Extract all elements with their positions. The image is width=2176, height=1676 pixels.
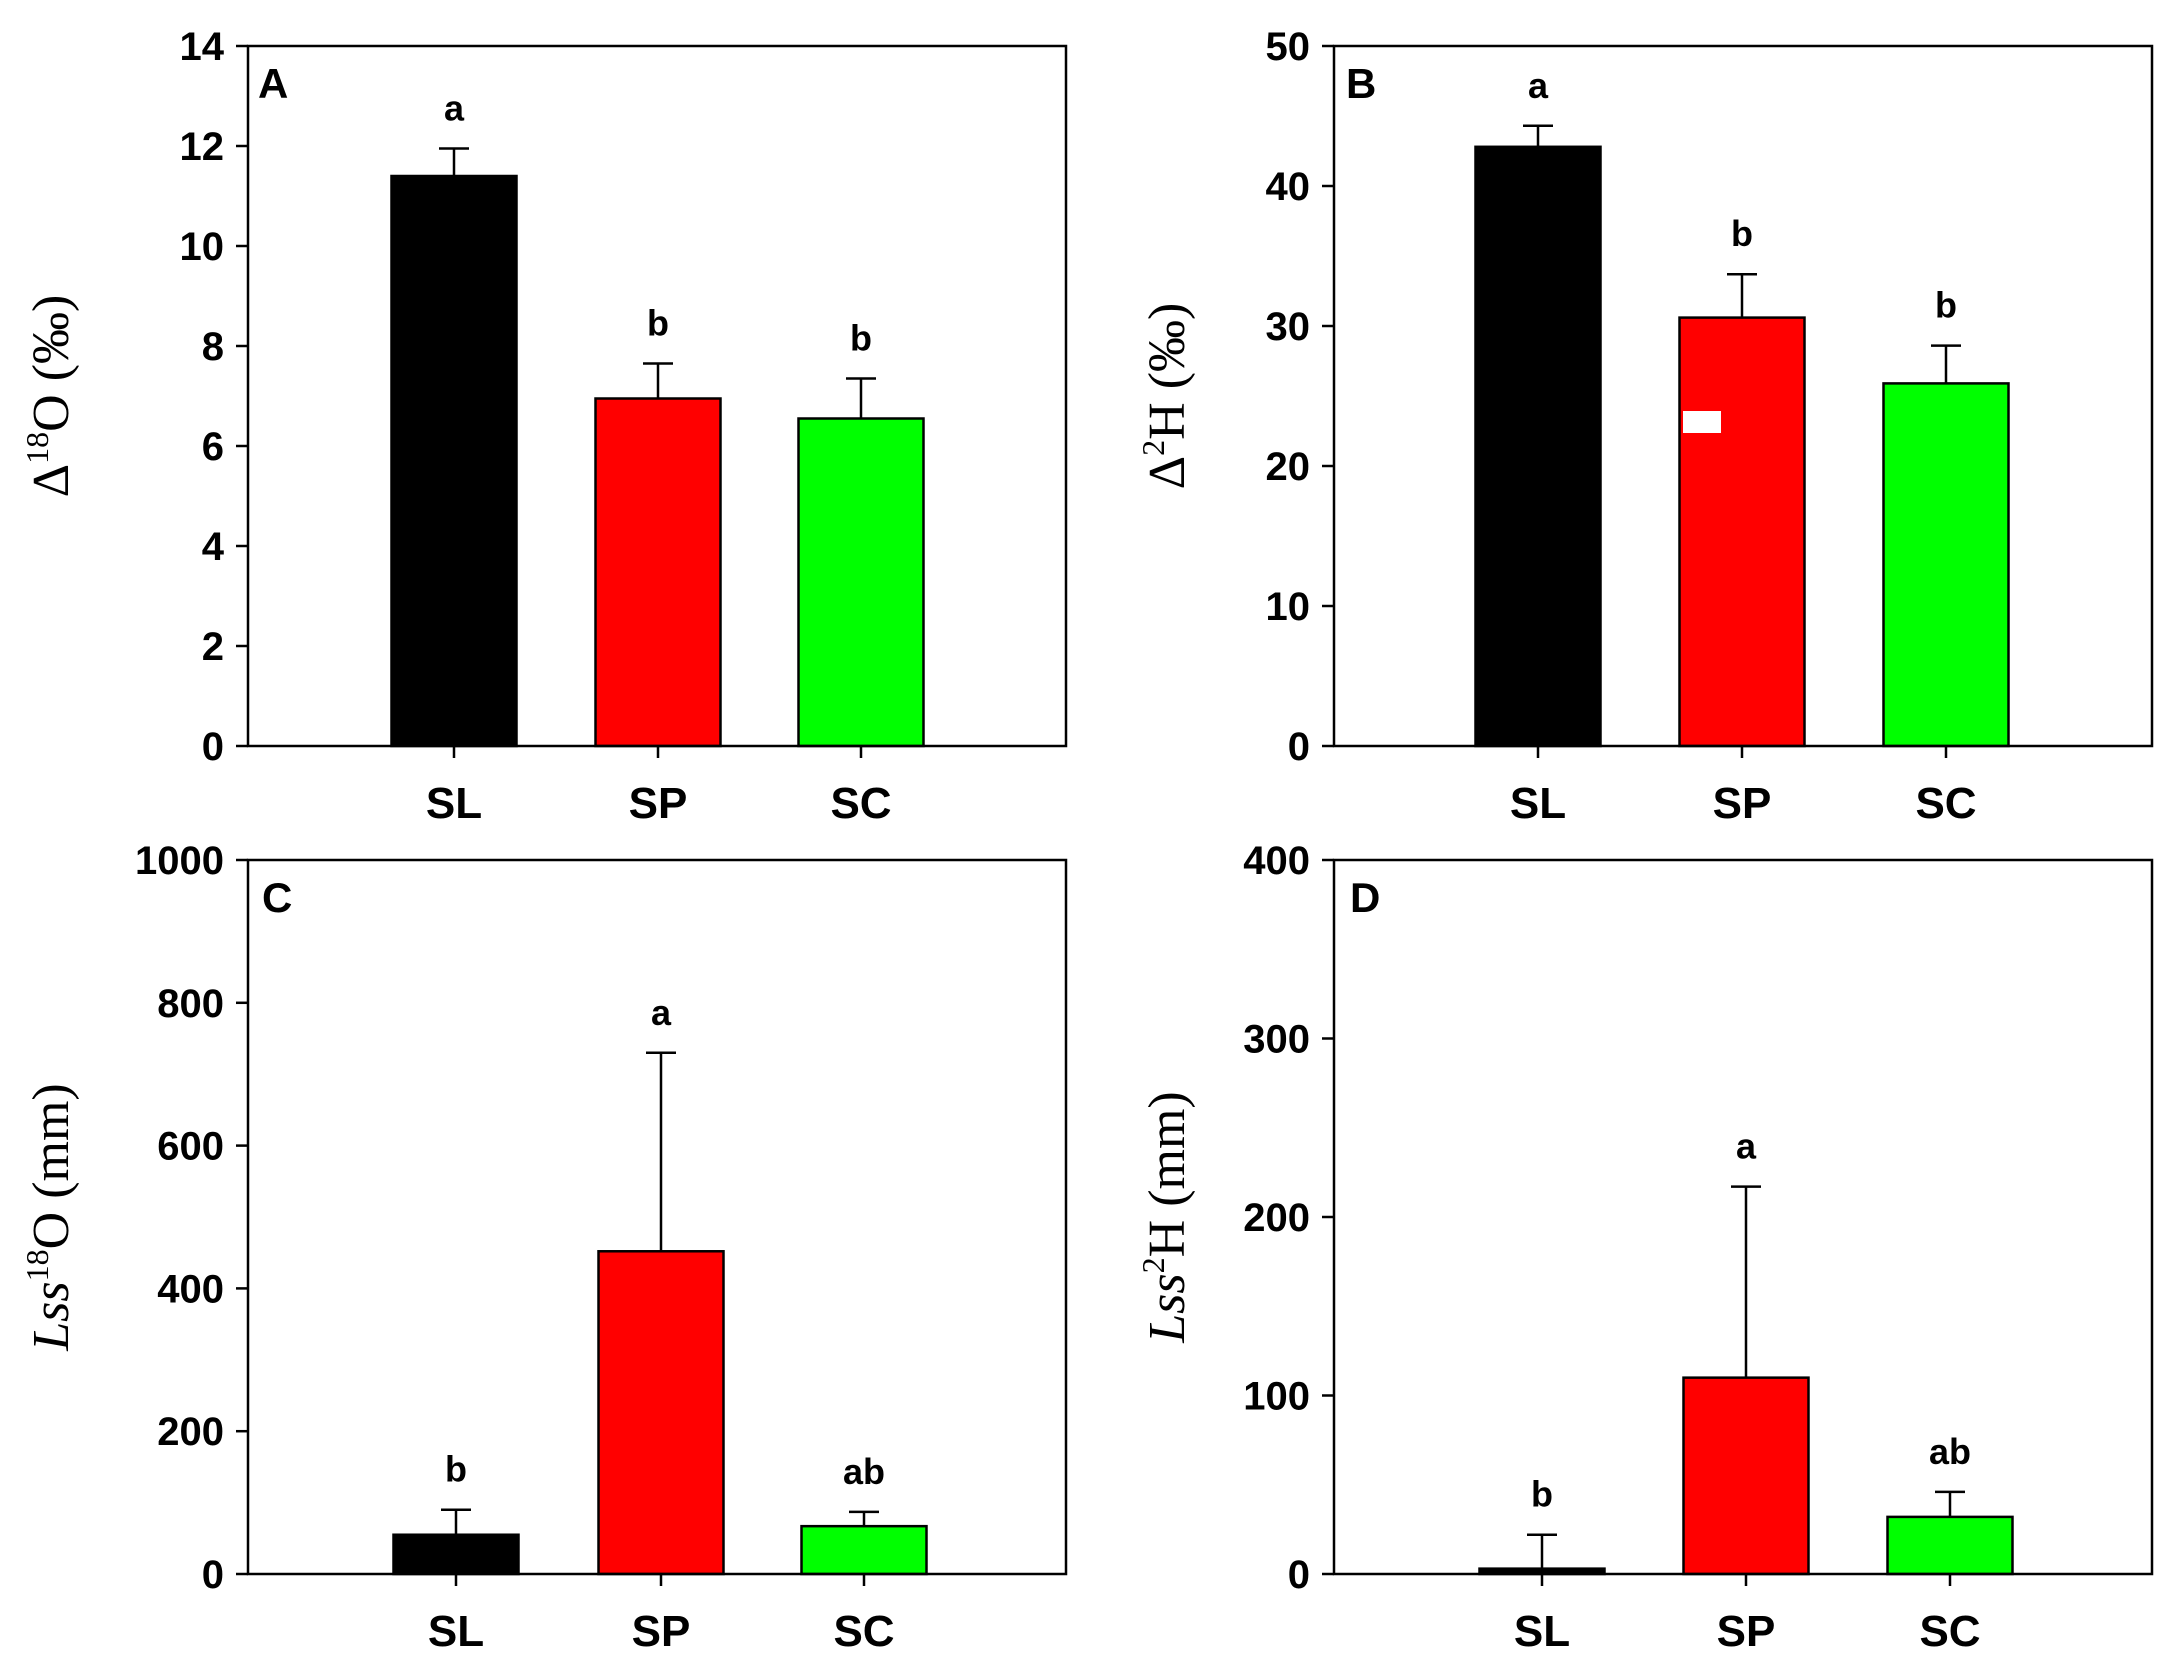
y-axis-label: Δ18O (‰) xyxy=(19,295,80,498)
y-tick-label: 0 xyxy=(202,1553,224,1597)
y-axis-label-superscript: 18 xyxy=(19,432,55,464)
bar-sp xyxy=(594,397,722,748)
x-tick-label-sl: SL xyxy=(426,779,482,828)
bar-sc xyxy=(1882,382,2010,748)
y-tick-label: 300 xyxy=(1243,1018,1310,1062)
x-tick-label-sc: SC xyxy=(1915,779,1976,828)
significance-label-sl: a xyxy=(1528,65,1549,106)
significance-label-sp: a xyxy=(651,992,672,1033)
y-tick-label: 50 xyxy=(1266,25,1311,69)
significance-label-sp: a xyxy=(1736,1126,1757,1167)
significance-label-sc: b xyxy=(850,318,872,359)
panel-letter: B xyxy=(1346,60,1376,107)
significance-label-sl: b xyxy=(445,1449,467,1490)
y-axis-label-prefix: Δ xyxy=(23,464,80,497)
y-tick-label: 200 xyxy=(157,1410,224,1454)
bar-sl xyxy=(1474,145,1602,748)
y-tick-label: 0 xyxy=(1288,1553,1310,1597)
significance-label-sp: b xyxy=(1731,213,1753,254)
bar-sc xyxy=(800,1524,928,1576)
y-axis-label-superscript: 2 xyxy=(1135,440,1171,456)
bar-sp xyxy=(1678,316,1806,748)
panel-d: b SL a SP ab SC 0 100 200 300 400 D Lss2H (mm) xyxy=(1135,839,2154,1656)
y-axis-label-prefix: Lss xyxy=(23,1281,80,1351)
panel-letter: D xyxy=(1350,874,1380,921)
y-axis-label-prefix: Δ xyxy=(1139,456,1196,489)
bar-sl xyxy=(392,1533,520,1576)
panel-letter: C xyxy=(262,874,292,921)
y-axis-label: Lss2H (mm) xyxy=(1135,1091,1196,1344)
y-tick-label: 20 xyxy=(1266,445,1311,489)
significance-label-sc: ab xyxy=(843,1451,885,1492)
y-tick-label: 6 xyxy=(202,425,224,469)
y-axis-label-superscript: 18 xyxy=(19,1249,55,1281)
bar-sp xyxy=(1682,1376,1810,1576)
x-tick-label-sp: SP xyxy=(1717,1607,1776,1656)
significance-label-sp: b xyxy=(647,303,669,344)
panel-c: b SL a SP ab SC 0 200 400 600 800 1000 C Lss18O (mm) xyxy=(19,839,1068,1656)
x-tick-label-sc: SC xyxy=(833,1607,894,1656)
y-tick-label: 10 xyxy=(1266,585,1311,629)
y-axis-label-main: O (mm) xyxy=(23,1083,80,1249)
significance-label-sc: b xyxy=(1935,285,1957,326)
y-axis-label-superscript: 2 xyxy=(1135,1257,1171,1273)
y-tick-label: 12 xyxy=(180,125,225,169)
x-tick-label-sp: SP xyxy=(1713,779,1772,828)
y-tick-label: 0 xyxy=(1288,725,1310,769)
y-tick-label: 400 xyxy=(157,1267,224,1311)
plot-frame xyxy=(246,44,1068,748)
y-tick-label: 8 xyxy=(202,325,224,369)
y-tick-label: 800 xyxy=(157,982,224,1026)
x-tick-label-sl: SL xyxy=(1510,779,1566,828)
artifact-notch xyxy=(1683,411,1721,433)
bar-sc xyxy=(797,417,925,748)
y-tick-label: 0 xyxy=(202,725,224,769)
y-axis-label-prefix: Lss xyxy=(1139,1273,1196,1343)
y-tick-label: 2 xyxy=(202,625,224,669)
bar-sl xyxy=(390,174,518,748)
x-tick-label-sc: SC xyxy=(830,779,891,828)
y-tick-label: 30 xyxy=(1266,305,1311,349)
plot-frame xyxy=(1332,44,2154,748)
bar-sp xyxy=(597,1250,725,1576)
y-tick-label: 14 xyxy=(180,25,225,69)
y-tick-label: 200 xyxy=(1243,1196,1310,1240)
y-axis-label: Lss18O (mm) xyxy=(19,1083,80,1352)
y-tick-label: 400 xyxy=(1243,839,1310,883)
significance-label-sl: a xyxy=(444,88,465,129)
x-tick-label-sl: SL xyxy=(428,1607,484,1656)
y-axis-label-main: O (‰) xyxy=(23,295,80,432)
panel-b: a SL b SP b SC 0 10 20 30 40 50 B Δ2H (‰) xyxy=(1135,25,2154,828)
y-tick-label: 100 xyxy=(1243,1375,1310,1419)
y-axis-label-main: H (‰) xyxy=(1139,303,1196,440)
panel-letter: A xyxy=(258,60,288,107)
x-tick-label-sp: SP xyxy=(629,779,688,828)
y-tick-label: 4 xyxy=(202,525,225,569)
bar-sc xyxy=(1886,1515,2014,1576)
plot-frame xyxy=(246,858,1068,1576)
y-axis-label-main: H (mm) xyxy=(1139,1091,1196,1257)
y-tick-label: 40 xyxy=(1266,165,1311,209)
y-tick-label: 1000 xyxy=(135,839,224,883)
x-tick-label-sl: SL xyxy=(1514,1607,1570,1656)
significance-label-sl: b xyxy=(1531,1474,1553,1515)
y-axis-label: Δ2H (‰) xyxy=(1135,303,1196,490)
x-tick-label-sc: SC xyxy=(1919,1607,1980,1656)
y-tick-label: 600 xyxy=(157,1125,224,1169)
panel-a: a SL b SP b SC 0 2 4 6 8 10 12 14 A Δ18O (‰) xyxy=(19,25,1068,828)
significance-label-sc: ab xyxy=(1929,1431,1971,1472)
y-tick-label: 10 xyxy=(180,225,225,269)
x-tick-label-sp: SP xyxy=(632,1607,691,1656)
